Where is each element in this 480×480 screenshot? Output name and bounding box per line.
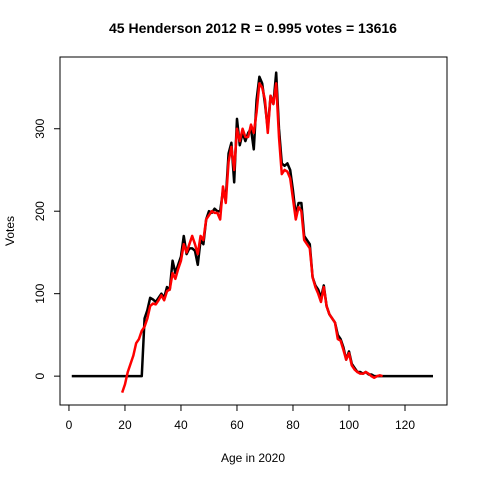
y-tick-label: 100: [33, 283, 47, 303]
x-tick-label: 80: [286, 418, 300, 432]
x-tick-label: 100: [339, 418, 359, 432]
x-tick-label: 20: [118, 418, 132, 432]
plot-box: [59, 56, 448, 406]
x-tick-label: 0: [66, 418, 73, 432]
line-series: [120, 82, 383, 394]
x-axis-label: Age in 2020: [221, 451, 285, 465]
y-tick-label: 0: [33, 372, 47, 379]
y-axis-label: Votes: [3, 216, 17, 246]
chart-title: 45 Henderson 2012 R = 0.995 votes = 1361…: [109, 20, 397, 36]
y-tick-label: 300: [33, 118, 47, 138]
line-series: [71, 71, 433, 378]
x-tick-label: 60: [230, 418, 244, 432]
x-tick-label: 120: [395, 418, 415, 432]
x-tick-label: 40: [174, 418, 188, 432]
y-tick-label: 200: [33, 201, 47, 221]
